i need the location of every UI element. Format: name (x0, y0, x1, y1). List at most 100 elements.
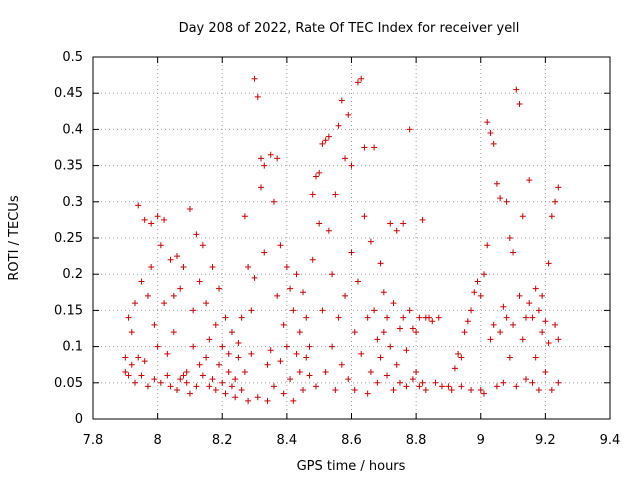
data-point (267, 347, 274, 354)
data-point (329, 343, 336, 350)
data-point (506, 235, 513, 241)
data-point (487, 130, 494, 137)
data-point (261, 249, 268, 256)
data-point (167, 256, 174, 263)
data-point (270, 383, 277, 390)
data-point (177, 285, 184, 292)
data-point (364, 314, 371, 321)
data-point (241, 368, 248, 375)
data-point (125, 372, 132, 379)
data-point (183, 368, 190, 375)
y-tick-label: 0.5 (62, 50, 83, 65)
y-tick-label: 0.4 (62, 122, 83, 137)
data-point (161, 216, 168, 223)
data-point (400, 220, 407, 227)
data-point (419, 379, 426, 386)
data-point (251, 75, 258, 82)
y-axis-label: ROTI / TECUs (7, 195, 22, 280)
data-point (193, 231, 200, 238)
data-point (264, 397, 271, 404)
data-point (490, 321, 497, 328)
data-point (209, 376, 216, 383)
x-tick-label: 9 (477, 433, 485, 448)
y-tick-label: 0.2 (62, 267, 83, 282)
data-point (309, 191, 316, 198)
y-tick-label: 0.25 (54, 231, 83, 246)
data-point (345, 111, 352, 118)
data-point (300, 387, 307, 394)
data-point (196, 278, 203, 285)
data-point (274, 292, 281, 299)
data-point (238, 314, 245, 321)
x-axis-label: GPS time / hours (297, 459, 406, 474)
data-point (354, 79, 361, 86)
x-tick-label: 8.8 (406, 433, 427, 448)
data-point (316, 169, 323, 176)
data-point (500, 379, 507, 386)
data-point (384, 314, 391, 321)
data-point (316, 220, 323, 227)
data-point (529, 314, 536, 321)
data-point (144, 292, 151, 299)
data-point (122, 354, 129, 361)
data-point (529, 379, 536, 386)
data-point (513, 383, 520, 390)
data-point (351, 329, 358, 336)
data-point (141, 216, 148, 223)
data-point (474, 278, 481, 285)
data-point (125, 314, 132, 321)
data-point (332, 387, 339, 394)
data-point (393, 227, 400, 234)
data-point (503, 198, 510, 205)
data-point (348, 162, 355, 169)
y-tick-label: 0.15 (54, 303, 83, 318)
data-point (555, 184, 562, 191)
data-point (403, 347, 410, 354)
data-point (416, 314, 423, 321)
data-point (290, 397, 297, 404)
data-point (280, 390, 287, 397)
data-point (519, 213, 526, 220)
data-point (406, 126, 413, 133)
data-point (138, 372, 145, 379)
data-point (493, 180, 500, 187)
data-point (468, 307, 475, 314)
data-point (403, 383, 410, 390)
data-point (212, 321, 219, 328)
data-point (154, 343, 161, 350)
data-point (400, 314, 407, 321)
data-point (371, 144, 378, 151)
data-point (186, 206, 193, 213)
data-point (477, 387, 484, 394)
data-point (122, 368, 129, 375)
data-point (367, 238, 374, 245)
data-point (503, 314, 510, 321)
data-point (535, 307, 542, 314)
data-point (406, 307, 413, 314)
data-point (548, 387, 555, 394)
x-tick-label: 8.6 (341, 433, 362, 448)
data-point (293, 271, 300, 278)
data-point (354, 278, 361, 285)
data-point (319, 307, 326, 314)
data-point (280, 321, 287, 328)
data-point (296, 329, 303, 336)
data-point (432, 379, 439, 386)
data-point (216, 361, 223, 368)
data-point (522, 376, 529, 383)
data-point (309, 256, 316, 263)
data-point (196, 361, 203, 368)
data-point (526, 300, 533, 307)
data-point (238, 387, 245, 394)
data-point (132, 379, 139, 386)
data-point (332, 191, 339, 198)
data-point (445, 383, 452, 390)
data-point (409, 376, 416, 383)
data-point (480, 390, 487, 397)
data-point (128, 361, 135, 368)
data-point (235, 354, 242, 361)
data-point (393, 361, 400, 368)
data-point (422, 387, 429, 394)
data-point (164, 372, 171, 379)
grid (93, 57, 610, 419)
